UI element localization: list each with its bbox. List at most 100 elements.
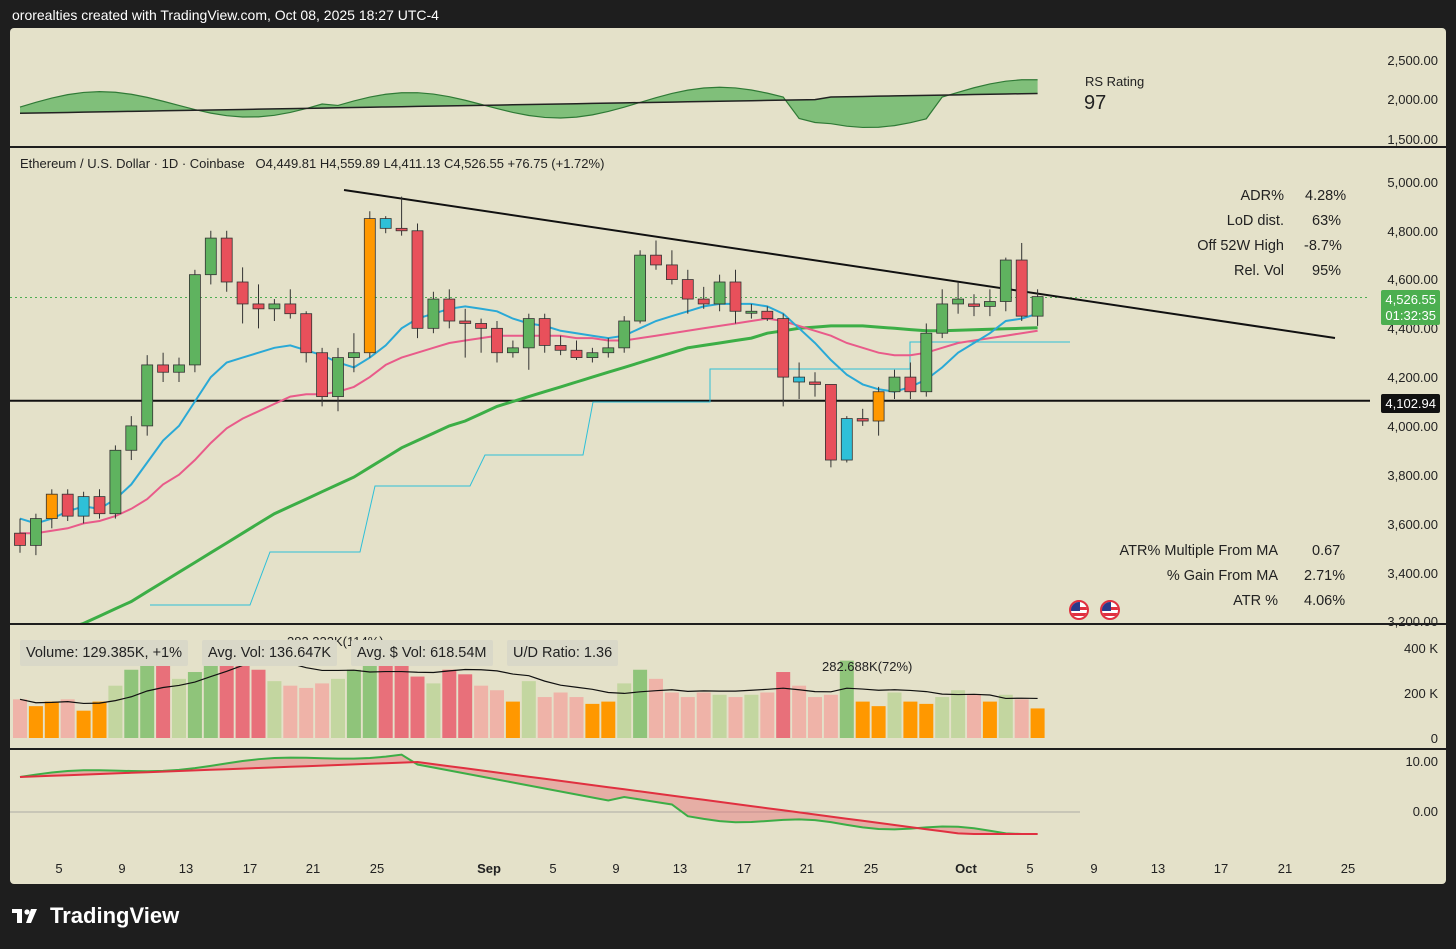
candle-body [188, 274, 201, 366]
x-axis-label: 17 [1213, 861, 1229, 876]
stat-label: LoD dist. [1226, 213, 1284, 229]
rs-rating-plot [19, 79, 1038, 129]
rs-rating-pane[interactable]: RS Rating 97 2,500.00 2,000.00 1,500.00 [10, 28, 1446, 147]
volume-bar [871, 706, 886, 738]
volume-bar [887, 692, 902, 738]
pane-divider[interactable] [10, 623, 1446, 625]
us-event-flag-icon[interactable] [1069, 600, 1089, 620]
avg-dollar-volume-readout: Avg. $ Vol: 618.54M [351, 640, 493, 666]
pane-divider[interactable] [10, 146, 1446, 148]
x-axis-label: 5 [55, 861, 63, 876]
ticker-label[interactable]: Ethereum / U.S. Dollar · 1D · Coinbase [20, 156, 245, 171]
tradingview-logo-icon [12, 909, 37, 923]
candle-body [173, 364, 185, 373]
x-axis-label: 25 [1340, 861, 1356, 876]
volume-plot [13, 642, 1045, 738]
stop-step-line [150, 341, 1070, 606]
volume-bar [919, 703, 934, 738]
candle-body [602, 347, 615, 354]
price-scale-label: 4,600.00 [1387, 272, 1438, 287]
chart-credit: ororealties created with TradingView.com… [12, 7, 439, 23]
volume-bar [935, 697, 950, 738]
candle-body [109, 449, 122, 515]
rs-scale-label: 1,500.00 [1387, 132, 1438, 147]
osc-scale-label: 0.00 [1412, 804, 1438, 819]
price-scale-label: 3,600.00 [1387, 517, 1438, 532]
volume-bar [346, 669, 361, 738]
candle-body [45, 493, 58, 519]
volume-bar [394, 651, 409, 738]
candle-body [77, 496, 90, 517]
volume-bar [426, 683, 441, 738]
oscillator-pane[interactable]: 10.00 0.00 [10, 750, 1446, 852]
candle-body [984, 301, 996, 307]
volume-scale-label: 0 [1430, 731, 1438, 746]
volume-bar [299, 687, 314, 738]
candle-body [634, 254, 646, 322]
price-scale-label: 3,200.00 [1387, 614, 1438, 629]
candle-body [300, 313, 313, 354]
candle-body [475, 323, 488, 329]
volume-bar [744, 694, 759, 738]
volume-bar [982, 701, 997, 738]
price-plot[interactable] [10, 148, 1446, 623]
candle-body [379, 218, 392, 229]
candle-body [570, 349, 583, 359]
volume-bar [505, 701, 520, 738]
x-axis-label: 17 [736, 861, 752, 876]
volume-bar [839, 660, 854, 738]
volume-bar [808, 697, 822, 738]
rs-area [20, 79, 1038, 128]
x-axis-label: Sep [477, 861, 501, 876]
volume-bar [203, 647, 218, 738]
volume-bar [378, 642, 393, 738]
candle-body [681, 279, 694, 300]
volume-bar [331, 678, 345, 738]
price-scale-label: 4,200.00 [1387, 370, 1438, 385]
volume-bar [267, 681, 282, 738]
x-axis-label: 21 [1277, 861, 1293, 876]
rs-scale-label: 2,500.00 [1387, 53, 1438, 68]
volume-bar [28, 706, 43, 738]
candle-body [904, 376, 917, 393]
oscillator-plot [10, 753, 1080, 835]
candle-body [586, 352, 599, 359]
candle-body [363, 218, 376, 354]
candle-body [395, 227, 408, 232]
volume-bar [776, 672, 791, 738]
candle-body [93, 496, 106, 515]
volume-bar [442, 669, 457, 738]
support-level-tag: 4,102.94 [1381, 394, 1440, 413]
volume-bar [156, 656, 171, 738]
candle-body [141, 364, 154, 427]
volume-bar [792, 685, 807, 738]
x-axis-label: 21 [799, 861, 815, 876]
candle-body [697, 298, 710, 305]
us-event-flag-icon[interactable] [1100, 600, 1120, 620]
avg-volume-readout: Avg. Vol: 136.647K [202, 640, 338, 666]
x-axis-label: 13 [178, 861, 194, 876]
volume-pane[interactable]: 400 K 200 K 0 382.322K(114%) 282.688K(72… [10, 625, 1446, 748]
pane-divider[interactable] [10, 748, 1446, 750]
stat-value: 4.28% [1305, 188, 1347, 204]
volume-bar [108, 685, 123, 738]
volume-bar [553, 692, 568, 738]
candle-body [14, 532, 26, 546]
volume-bar [617, 683, 632, 738]
candle-body [220, 237, 233, 283]
stat-value: 0.67 [1312, 543, 1341, 559]
chart-frame[interactable]: RS Rating 97 2,500.00 2,000.00 1,500.00 … [10, 28, 1446, 884]
x-axis-label: 25 [369, 861, 385, 876]
volume-bar [1014, 699, 1029, 738]
stat-label: % Gain From MA [1166, 568, 1278, 584]
volume-bar [474, 685, 489, 738]
price-pane[interactable]: Ethereum / U.S. Dollar · 1D · Coinbase O… [10, 148, 1446, 629]
candle-body [777, 318, 790, 378]
volume-bar [649, 678, 663, 738]
tradingview-logo[interactable]: TradingView [12, 903, 179, 929]
rs-line [19, 79, 1038, 129]
x-axis-label: 9 [118, 861, 126, 876]
candle-body [427, 298, 440, 329]
volume-bar [521, 681, 536, 738]
candle-body [872, 391, 885, 422]
